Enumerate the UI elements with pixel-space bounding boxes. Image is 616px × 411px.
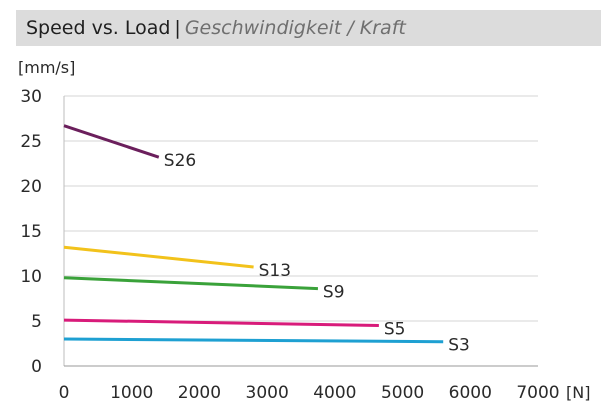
x-tick-label: 4000 [313, 383, 356, 403]
series-line-s13 [63, 245, 254, 269]
series-label-s9: S9 [323, 283, 345, 303]
series-line-s26 [63, 124, 160, 159]
y-tick-label: 30 [20, 87, 42, 107]
data-series: S26 S13 S9 S5 S3 [63, 124, 470, 356]
chart-title-english: Speed vs. Load [26, 17, 171, 39]
y-tick-label: 10 [20, 267, 42, 287]
x-tick-label: 0 [59, 383, 70, 403]
x-tick-label: 6000 [449, 383, 492, 403]
series-label-s26: S26 [164, 151, 196, 171]
y-tick-label: 25 [20, 132, 42, 152]
x-tick-label: 7000 [516, 383, 559, 403]
series-line-s5 [63, 318, 379, 327]
series-label-s3: S3 [448, 336, 470, 356]
y-tick-label: 5 [31, 312, 42, 332]
y-tick-label: 15 [20, 222, 42, 242]
title-separator: | [174, 17, 181, 39]
y-tick-label: 20 [20, 177, 42, 197]
series-line-s9 [63, 276, 318, 291]
series-label-s5: S5 [384, 320, 406, 340]
series-label-s13: S13 [259, 261, 291, 281]
chart-title-german: Geschwindigkeit / Kraft [184, 17, 406, 39]
x-tick-label: 5000 [381, 383, 424, 403]
x-tick-label: 1000 [110, 383, 153, 403]
tick-labels: 0 5 10 15 20 25 30 0 1000 2000 3000 4000 5000 6000 700… [20, 87, 559, 403]
x-axis-unit-label: [N] [566, 383, 590, 402]
y-axis-unit-label: [mm/s] [18, 58, 76, 77]
x-tick-label: 3000 [246, 383, 289, 403]
series-line-s3 [63, 337, 444, 344]
y-tick-label: 0 [31, 357, 42, 377]
x-tick-label: 2000 [178, 383, 221, 403]
chart-header: Speed vs. Load | Geschwindigkeit / Kraft [16, 10, 601, 46]
